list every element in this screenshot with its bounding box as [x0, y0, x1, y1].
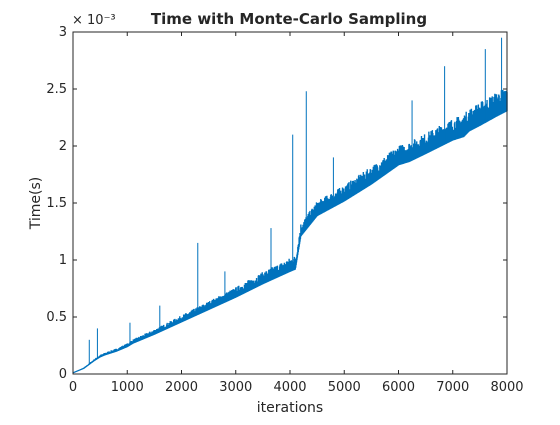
x-tick-label: 3000: [219, 380, 252, 395]
y-tick-label: 1.5: [46, 196, 67, 211]
y-tick-label: 3: [59, 25, 67, 40]
plot-layer: [72, 37, 508, 374]
y-tick-label: 1: [59, 253, 67, 268]
plot-frame: [72, 31, 508, 375]
x-tick-label: 5000: [328, 380, 361, 395]
y-axis-label: Time(s): [28, 177, 44, 230]
x-tick-label: 8000: [490, 380, 523, 395]
y-tick-label: 0: [59, 367, 67, 382]
y-tick-label: 2: [59, 139, 67, 154]
y-tick-label: 2.5: [46, 82, 67, 97]
y-tick-label: 0.5: [46, 310, 67, 325]
chart-title: Time with Monte-Carlo Sampling: [151, 10, 427, 28]
series-line: [72, 107, 508, 374]
y-axis: 0 0.5 1 1.5 2 2.5 3: [46, 25, 507, 382]
x-tick-label: 7000: [436, 380, 469, 395]
x-axis: 0 1000 2000 3000 4000 5000 6000 7000 8000: [69, 32, 524, 395]
x-tick-label: 4000: [273, 380, 306, 395]
x-axis-label: iterations: [257, 400, 323, 416]
x-tick-label: 6000: [382, 380, 415, 395]
x-tick-label: 1000: [111, 380, 144, 395]
series-noise-band: [72, 89, 508, 373]
x-tick-label: 2000: [165, 380, 198, 395]
y-exponent-label: × 10⁻³: [72, 13, 116, 28]
x-tick-label: 0: [69, 380, 77, 395]
